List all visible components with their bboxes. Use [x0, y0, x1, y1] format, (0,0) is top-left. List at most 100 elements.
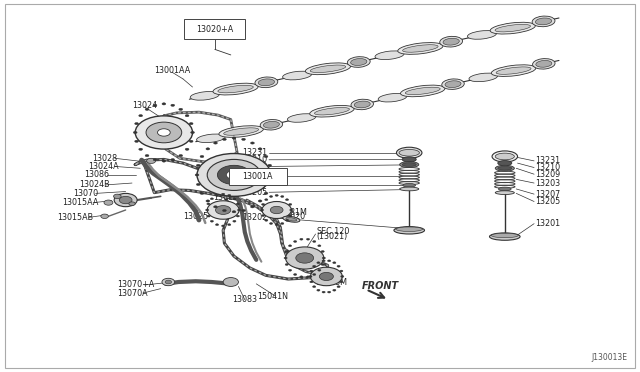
Ellipse shape	[317, 245, 321, 247]
Circle shape	[207, 201, 239, 219]
Ellipse shape	[262, 203, 265, 205]
Ellipse shape	[496, 67, 531, 74]
Text: 13209: 13209	[536, 170, 561, 179]
Ellipse shape	[333, 289, 336, 291]
Ellipse shape	[171, 104, 175, 106]
Ellipse shape	[189, 122, 193, 125]
Ellipse shape	[139, 115, 143, 117]
Ellipse shape	[445, 81, 461, 87]
Text: 13024: 13024	[132, 101, 157, 110]
Circle shape	[146, 122, 182, 143]
Ellipse shape	[285, 264, 289, 266]
Ellipse shape	[348, 57, 370, 67]
Circle shape	[165, 280, 172, 284]
Circle shape	[262, 202, 291, 218]
Text: 13020: 13020	[280, 212, 306, 221]
Ellipse shape	[233, 220, 236, 222]
Ellipse shape	[305, 63, 351, 75]
Ellipse shape	[495, 25, 531, 32]
Ellipse shape	[283, 216, 300, 222]
Ellipse shape	[196, 134, 225, 142]
Text: 13070: 13070	[74, 189, 99, 198]
Ellipse shape	[498, 166, 512, 170]
Ellipse shape	[200, 192, 204, 195]
Ellipse shape	[260, 209, 264, 211]
Ellipse shape	[307, 276, 310, 278]
Ellipse shape	[264, 155, 268, 158]
Ellipse shape	[219, 126, 264, 137]
Text: 13207: 13207	[536, 190, 561, 199]
Ellipse shape	[321, 251, 324, 253]
Circle shape	[197, 154, 271, 196]
Ellipse shape	[200, 155, 204, 158]
Ellipse shape	[268, 183, 271, 186]
Ellipse shape	[191, 131, 195, 134]
Ellipse shape	[440, 36, 463, 47]
Ellipse shape	[211, 220, 214, 222]
Ellipse shape	[216, 195, 219, 196]
FancyBboxPatch shape	[229, 167, 287, 185]
Ellipse shape	[162, 103, 166, 105]
Circle shape	[147, 158, 156, 163]
Ellipse shape	[260, 119, 283, 130]
Ellipse shape	[378, 93, 407, 102]
Ellipse shape	[312, 265, 316, 267]
Ellipse shape	[286, 218, 297, 221]
Ellipse shape	[242, 138, 246, 141]
Ellipse shape	[328, 291, 331, 293]
Ellipse shape	[258, 79, 275, 86]
Circle shape	[310, 267, 342, 286]
Text: 13205: 13205	[536, 197, 561, 206]
Ellipse shape	[223, 138, 227, 141]
Ellipse shape	[337, 265, 340, 267]
Text: 13015AB: 13015AB	[58, 213, 93, 222]
Ellipse shape	[402, 163, 416, 166]
Ellipse shape	[250, 206, 254, 208]
Ellipse shape	[317, 262, 320, 264]
Ellipse shape	[294, 273, 297, 275]
Text: 13085: 13085	[213, 193, 239, 202]
Ellipse shape	[285, 251, 289, 253]
Ellipse shape	[269, 174, 273, 176]
Ellipse shape	[207, 203, 210, 205]
Ellipse shape	[179, 154, 182, 157]
Text: 13001AA: 13001AA	[154, 66, 191, 75]
Ellipse shape	[237, 209, 241, 211]
Ellipse shape	[403, 183, 415, 187]
Ellipse shape	[307, 238, 310, 240]
Ellipse shape	[283, 71, 312, 80]
Circle shape	[129, 202, 135, 206]
Circle shape	[223, 278, 239, 286]
Ellipse shape	[498, 161, 512, 166]
Circle shape	[218, 165, 250, 185]
Ellipse shape	[285, 219, 289, 221]
Ellipse shape	[467, 31, 497, 39]
Circle shape	[135, 116, 193, 149]
Text: 13201: 13201	[536, 219, 561, 228]
Ellipse shape	[232, 137, 236, 139]
Ellipse shape	[289, 215, 292, 217]
Text: 13070A: 13070A	[117, 289, 148, 298]
Ellipse shape	[190, 92, 220, 100]
Ellipse shape	[375, 51, 404, 60]
Ellipse shape	[223, 209, 227, 212]
Circle shape	[270, 206, 283, 214]
Circle shape	[319, 272, 333, 280]
Circle shape	[100, 214, 108, 218]
Ellipse shape	[492, 65, 536, 76]
Ellipse shape	[218, 85, 253, 93]
Ellipse shape	[340, 276, 344, 278]
Ellipse shape	[258, 148, 262, 150]
Ellipse shape	[532, 16, 555, 27]
Text: 13025: 13025	[183, 212, 209, 221]
Ellipse shape	[265, 199, 268, 201]
Ellipse shape	[196, 183, 200, 186]
Ellipse shape	[255, 77, 278, 88]
Ellipse shape	[300, 276, 303, 278]
Ellipse shape	[189, 140, 193, 142]
Ellipse shape	[399, 161, 419, 167]
Text: (13021): (13021)	[317, 232, 348, 241]
Ellipse shape	[310, 281, 313, 283]
Ellipse shape	[310, 270, 313, 272]
Text: FRONT: FRONT	[362, 282, 399, 291]
